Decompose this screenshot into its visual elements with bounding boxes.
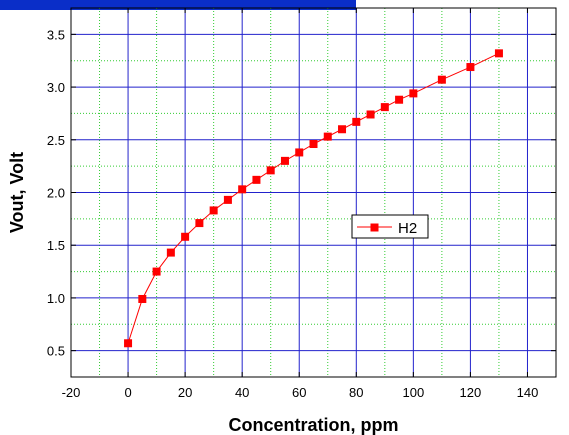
data-point bbox=[295, 148, 304, 157]
data-point bbox=[323, 132, 332, 141]
title-banner bbox=[0, 0, 356, 10]
x-tick-label: 80 bbox=[349, 385, 363, 400]
x-tick-label: 20 bbox=[178, 385, 192, 400]
data-point bbox=[223, 195, 232, 204]
data-point bbox=[309, 140, 318, 149]
y-tick-labels: 0.5 1.0 1.5 2.0 2.5 3.0 3.5 bbox=[47, 27, 65, 358]
data-point bbox=[181, 232, 190, 241]
axis-ticks bbox=[70, 8, 556, 377]
legend-label-h2: H2 bbox=[398, 220, 417, 237]
data-point bbox=[395, 95, 404, 104]
x-tick-label: -20 bbox=[62, 385, 81, 400]
y-tick-label: 2.5 bbox=[47, 133, 65, 148]
y-tick-label: 1.5 bbox=[47, 238, 65, 253]
data-point bbox=[352, 117, 361, 126]
data-point bbox=[366, 110, 375, 119]
legend-marker bbox=[370, 223, 379, 232]
x-tick-label: 120 bbox=[460, 385, 482, 400]
x-tick-label: 140 bbox=[517, 385, 539, 400]
y-axis-label: Vout, Volt bbox=[7, 152, 27, 233]
series-group bbox=[124, 49, 503, 348]
x-axis-label: Concentration, ppm bbox=[229, 415, 399, 435]
data-point bbox=[409, 89, 418, 98]
data-point bbox=[494, 49, 503, 58]
y-tick-label: 0.5 bbox=[47, 344, 65, 359]
series-line-h2 bbox=[127, 52, 500, 344]
data-point bbox=[280, 156, 289, 165]
data-point bbox=[437, 75, 446, 84]
data-point bbox=[195, 219, 204, 228]
x-tick-label: 100 bbox=[403, 385, 425, 400]
data-point bbox=[466, 63, 475, 72]
data-point bbox=[266, 166, 275, 175]
data-point bbox=[252, 175, 261, 184]
data-point bbox=[380, 103, 389, 112]
y-tick-label: 1.0 bbox=[47, 291, 65, 306]
x-tick-labels: -20 0 20 40 60 80 100 120 140 bbox=[62, 385, 539, 400]
data-point bbox=[238, 185, 247, 194]
x-tick-label: 40 bbox=[235, 385, 249, 400]
y-tick-label: 3.0 bbox=[47, 80, 65, 95]
y-tick-label: 3.5 bbox=[47, 27, 65, 42]
y-tick-label: 2.0 bbox=[47, 186, 65, 201]
legend: H2 bbox=[351, 214, 429, 239]
data-point bbox=[138, 294, 147, 303]
data-point bbox=[152, 267, 161, 276]
data-point bbox=[124, 339, 133, 348]
x-tick-label: 0 bbox=[124, 385, 131, 400]
data-point bbox=[338, 125, 347, 134]
data-point bbox=[209, 206, 218, 215]
major-grid bbox=[71, 8, 556, 377]
x-tick-label: 60 bbox=[292, 385, 306, 400]
data-point bbox=[166, 248, 175, 257]
